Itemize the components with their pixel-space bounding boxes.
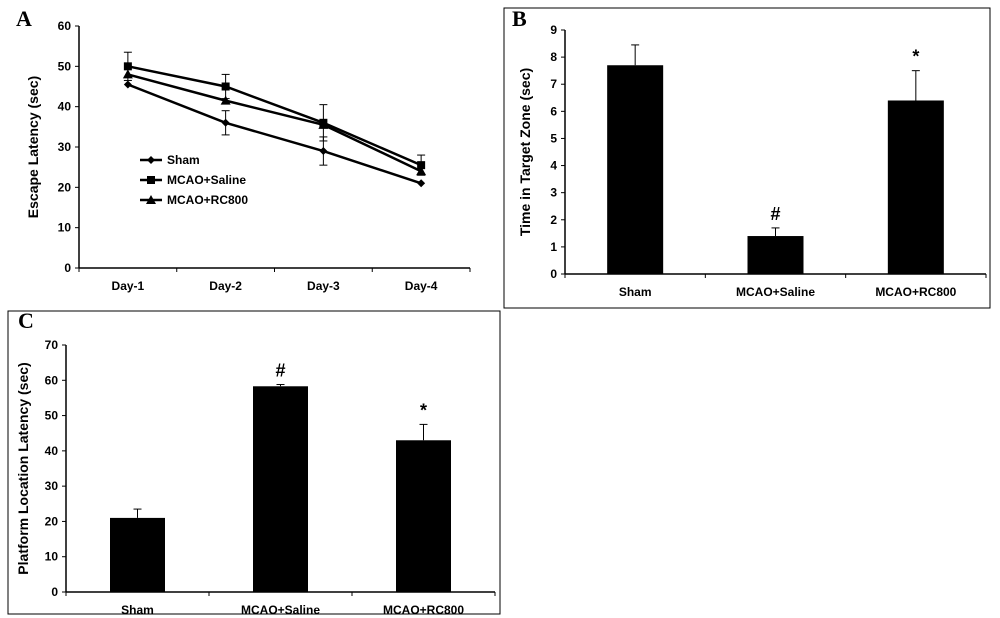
significance-marker: # [275,361,285,381]
y-tick-label: 40 [58,100,72,114]
y-tick-label: 9 [550,23,557,37]
x-tick-label: MCAO+RC800 [383,603,464,617]
significance-marker: # [770,204,780,224]
y-tick-label: 6 [550,104,557,118]
x-tick-label: Day-1 [112,279,145,293]
point-marker-diamond [221,118,230,127]
point-marker-square [147,176,155,184]
series-line [127,83,422,185]
y-tick-label: 20 [58,180,72,194]
y-tick-label: 4 [550,159,557,173]
y-tick-label: 40 [45,444,59,458]
legend-label: MCAO+RC800 [167,193,248,207]
point-marker-square [221,82,230,91]
panel-letter: C [18,308,34,333]
y-axis-title: Time in Target Zone (sec) [517,68,533,236]
y-tick-label: 30 [45,479,59,493]
x-tick-label: Day-2 [209,279,242,293]
bar [607,65,664,274]
panel-frame [503,7,991,309]
panel-c-bar-chart: C 0 10 20 30 40 50 60 70 Sham MCAO+Saline MCAO+RC80… [7,308,501,617]
series-line [127,65,422,167]
panel-letter: A [16,6,32,31]
panel-letter: B [512,6,527,31]
x-tick-label: MCAO+Saline [736,285,815,299]
y-tick-label: 60 [58,19,72,33]
y-tick-label: 8 [550,50,557,64]
series-line [127,73,422,173]
y-tick-label: 30 [58,140,72,154]
x-tick-label: Day-4 [405,279,438,293]
point-marker-triangle [220,95,231,105]
y-axis-title: Platform Location Latency (sec) [15,362,31,574]
y-tick-label: 7 [550,77,557,91]
point-marker-diamond [123,80,132,89]
point-marker-triangle [318,119,329,129]
x-tick-label: Sham [619,285,652,299]
bar [887,100,944,274]
y-tick-label: 0 [51,585,58,599]
bar [253,386,308,592]
point-marker-triangle [146,195,156,204]
point-marker-square [417,161,426,170]
y-tick-label: 3 [550,186,557,200]
bar [110,517,165,592]
y-axis-title: Escape Latency (sec) [25,76,41,218]
point-marker-diamond [147,156,155,164]
y-tick-label: 70 [45,338,59,352]
significance-marker: * [420,400,427,420]
y-tick-label: 2 [550,213,557,227]
y-tick-label: 0 [550,267,557,281]
y-tick-label: 5 [550,131,557,145]
y-tick-label: 0 [64,261,71,275]
y-tick-label: 10 [45,550,59,564]
point-marker-square [123,62,132,71]
bar [747,236,804,274]
panel-b-bar-chart: B 0 1 2 3 4 5 6 7 8 9 Sham MCAO+Saline MCAO+RC800 Time… [503,6,991,309]
point-marker-diamond [319,147,328,156]
bar [396,440,451,592]
x-tick-label: Sham [121,603,154,617]
y-tick-label: 20 [45,514,59,528]
point-marker-triangle [416,166,427,176]
x-tick-label: MCAO+Saline [241,603,320,617]
y-tick-label: 1 [550,240,557,254]
y-tick-label: 50 [58,59,72,73]
panel-frame [7,310,501,615]
y-tick-label: 50 [45,409,59,423]
significance-marker: * [912,47,919,67]
legend-label: MCAO+Saline [167,173,246,187]
point-marker-triangle [122,69,133,79]
legend-label: Sham [167,153,200,167]
y-tick-label: 10 [58,221,72,235]
y-tick-label: 60 [45,373,59,387]
panel-a-line-chart: A 0 10 20 30 40 50 60 Day-1 Day-2 Day-3 Day-4 Escape… [16,6,471,293]
x-tick-label: Day-3 [307,279,340,293]
x-tick-label: MCAO+RC800 [875,285,956,299]
point-marker-diamond [417,179,426,188]
